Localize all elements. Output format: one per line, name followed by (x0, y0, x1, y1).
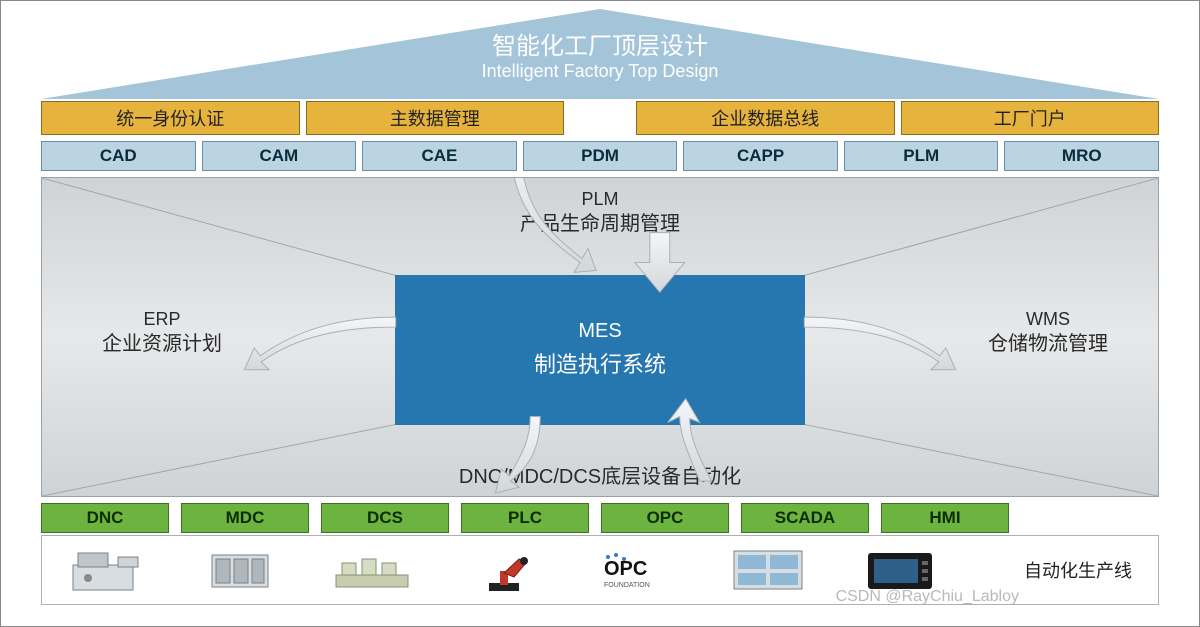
roof-title-en: Intelligent Factory Top Design (482, 61, 719, 82)
blue-box-cae: CAE (362, 141, 517, 171)
blue-box-cam: CAM (202, 141, 357, 171)
green-box-plc: PLC (461, 503, 589, 533)
robot-icon (444, 540, 564, 600)
blue-box-mro: MRO (1004, 141, 1159, 171)
diagram-canvas: 智能化工厂顶层设计 Intelligent Factory Top Design… (0, 0, 1200, 627)
green-box-scada: SCADA (741, 503, 869, 533)
blue-row: CAD CAM CAE PDM CAPP PLM MRO (41, 141, 1159, 171)
green-box-dcs: DCS (321, 503, 449, 533)
svg-text:OPC: OPC (604, 558, 647, 580)
green-box-hmi: HMI (881, 503, 1009, 533)
blue-box-cad: CAD (41, 141, 196, 171)
roof: 智能化工厂顶层设计 Intelligent Factory Top Design (41, 9, 1159, 99)
yellow-gap (570, 101, 630, 135)
green-row: DNC MDC DCS PLC OPC SCADA HMI (41, 503, 1159, 533)
watermark: CSDN @RayChiu_Labloy (836, 588, 1019, 606)
svg-text:FOUNDATION: FOUNDATION (604, 582, 650, 589)
green-box-mdc: MDC (181, 503, 309, 533)
opc-logo-icon: OPC FOUNDATION (576, 540, 696, 600)
blue-box-capp: CAPP (683, 141, 838, 171)
yellow-box-databus: 企业数据总线 (636, 101, 895, 135)
yellow-box-identity: 统一身份认证 (41, 101, 300, 135)
yellow-box-masterdata: 主数据管理 (306, 101, 565, 135)
yellow-row: 统一身份认证 主数据管理 企业数据总线 工厂门户 (41, 101, 1159, 135)
scada-screen-icon (708, 540, 828, 600)
yellow-box-portal: 工厂门户 (901, 101, 1160, 135)
arrows-overlay (42, 178, 1158, 496)
assembly-icon (312, 540, 432, 600)
blue-box-pdm: PDM (523, 141, 678, 171)
machine-icon (48, 540, 168, 600)
green-box-dnc: DNC (41, 503, 169, 533)
green-box-opc: OPC (601, 503, 729, 533)
blue-box-plm: PLM (844, 141, 999, 171)
roof-title-cn: 智能化工厂顶层设计 (492, 26, 708, 61)
bottom-label: 自动化生产线 (1008, 557, 1158, 583)
mid-area: PLM 产品生命周期管理 ERP 企业资源计划 WMS 仓储物流管理 MES 制… (41, 177, 1159, 497)
server-icon (180, 540, 300, 600)
